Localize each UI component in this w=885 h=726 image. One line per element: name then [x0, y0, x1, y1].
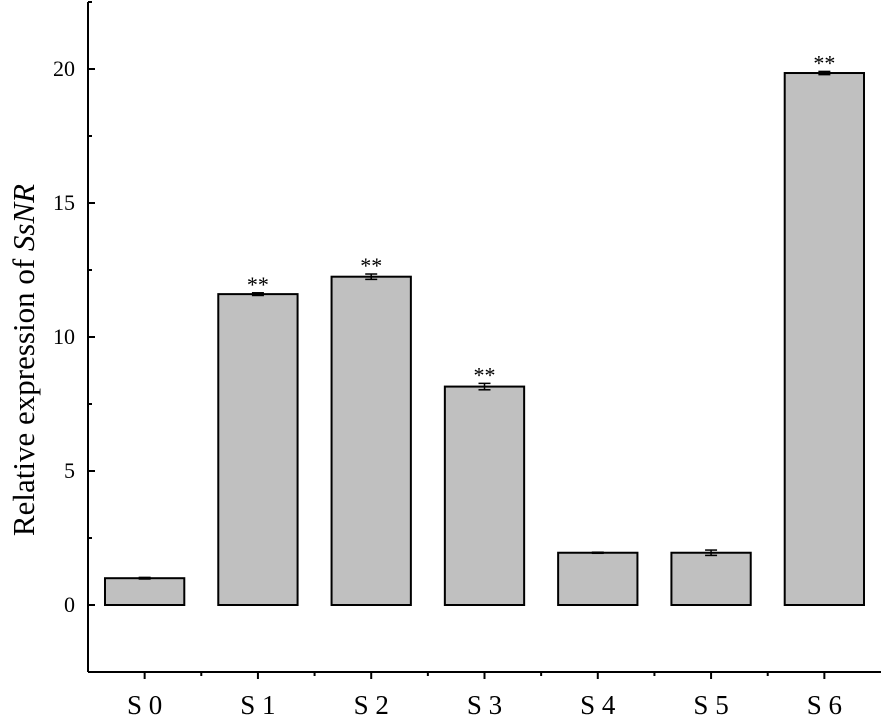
bar	[783, 72, 866, 606]
bar	[670, 551, 752, 606]
bars	[103, 72, 866, 607]
y-tick-label: 15	[53, 190, 75, 215]
x-tick-label: S 5	[693, 690, 728, 720]
y-axis-label: Relative expression of SsNR	[6, 184, 41, 536]
x-tick-label: S 4	[580, 690, 616, 720]
bar	[557, 551, 639, 606]
x-tick-label: S 3	[467, 690, 502, 720]
bar	[103, 577, 186, 607]
y-tick-label: 10	[53, 324, 75, 349]
x-tick-label: S 2	[354, 690, 389, 720]
error-bars	[138, 70, 831, 580]
significance-label: **	[247, 272, 269, 297]
significance-label: **	[360, 253, 382, 278]
x-tick-label: S 6	[807, 690, 842, 720]
x-tick-label: S 0	[127, 690, 162, 720]
y-tick-label: 0	[64, 592, 75, 617]
y-ticks: 0 5 10 15 20	[53, 1, 95, 673]
y-axis-label-gene: SsNR	[6, 184, 41, 251]
significance-label: **	[813, 50, 835, 75]
significance-label: **	[474, 362, 496, 387]
y-tick-label: 20	[53, 56, 75, 81]
y-tick-label: 5	[64, 458, 75, 483]
significance-markers: ** ** ** **	[247, 50, 835, 387]
bar	[217, 293, 299, 606]
x-tick-label: S 1	[240, 690, 275, 720]
y-axis-label-prefix: Relative expression of	[6, 251, 41, 536]
bar	[330, 275, 412, 606]
bar	[443, 385, 526, 606]
x-tick-labels: S 0 S 1 S 2 S 3 S 4 S 5 S 6	[127, 672, 842, 720]
